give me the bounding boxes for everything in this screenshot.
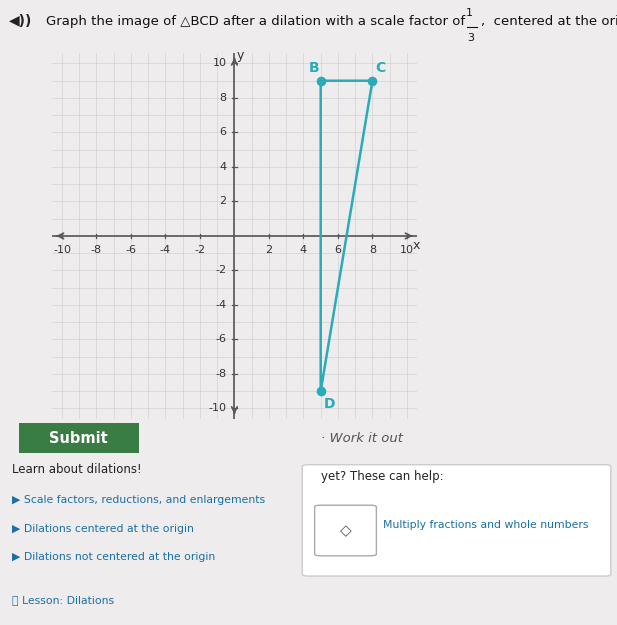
Point xyxy=(316,76,326,86)
Text: -6: -6 xyxy=(125,246,136,256)
Text: Multiply fractions and whole numbers: Multiply fractions and whole numbers xyxy=(383,521,588,531)
Text: 10: 10 xyxy=(213,59,226,69)
Text: -6: -6 xyxy=(216,334,226,344)
Text: D: D xyxy=(323,398,335,411)
Point xyxy=(316,386,326,396)
Text: -8: -8 xyxy=(215,369,226,379)
Text: 6: 6 xyxy=(334,246,341,256)
Text: 3: 3 xyxy=(468,33,474,43)
Text: 6: 6 xyxy=(220,127,226,138)
Text: 1: 1 xyxy=(466,8,473,18)
FancyBboxPatch shape xyxy=(12,422,145,454)
Text: -8: -8 xyxy=(91,246,102,256)
Text: -10: -10 xyxy=(53,246,71,256)
Text: 2: 2 xyxy=(220,196,226,206)
Text: x: x xyxy=(413,239,420,252)
Text: -4: -4 xyxy=(160,246,171,256)
Text: 2: 2 xyxy=(265,246,273,256)
Text: Submit: Submit xyxy=(49,431,108,446)
Text: Learn about dilations!: Learn about dilations! xyxy=(12,463,142,476)
FancyBboxPatch shape xyxy=(302,465,611,576)
Text: 🖼 Lesson: Dilations: 🖼 Lesson: Dilations xyxy=(12,594,115,604)
Text: -2: -2 xyxy=(194,246,205,256)
Text: 10: 10 xyxy=(400,246,414,256)
Text: ◇: ◇ xyxy=(339,523,352,538)
Text: 8: 8 xyxy=(220,93,226,103)
Text: yet? These can help:: yet? These can help: xyxy=(321,470,444,482)
Text: y: y xyxy=(237,49,244,62)
Text: ▶ Dilations not centered at the origin: ▶ Dilations not centered at the origin xyxy=(12,552,215,562)
Text: 8: 8 xyxy=(369,246,376,256)
Text: -2: -2 xyxy=(215,266,226,276)
Point xyxy=(368,76,378,86)
Text: C: C xyxy=(375,61,385,74)
Text: ,  centered at the origin.: , centered at the origin. xyxy=(481,15,617,28)
Text: -10: -10 xyxy=(209,403,226,413)
Text: ◀)): ◀)) xyxy=(9,14,33,28)
Text: ▶ Dilations centered at the origin: ▶ Dilations centered at the origin xyxy=(12,524,194,534)
Text: Graph the image of △BCD after a dilation with a scale factor of: Graph the image of △BCD after a dilation… xyxy=(46,15,470,28)
Text: 4: 4 xyxy=(220,162,226,172)
Text: 4: 4 xyxy=(300,246,307,256)
Text: · Work it out: · Work it out xyxy=(321,432,403,444)
Text: -4: -4 xyxy=(215,300,226,310)
Text: ▶ Scale factors, reductions, and enlargements: ▶ Scale factors, reductions, and enlarge… xyxy=(12,495,265,505)
FancyBboxPatch shape xyxy=(315,505,376,556)
Text: B: B xyxy=(308,61,319,74)
